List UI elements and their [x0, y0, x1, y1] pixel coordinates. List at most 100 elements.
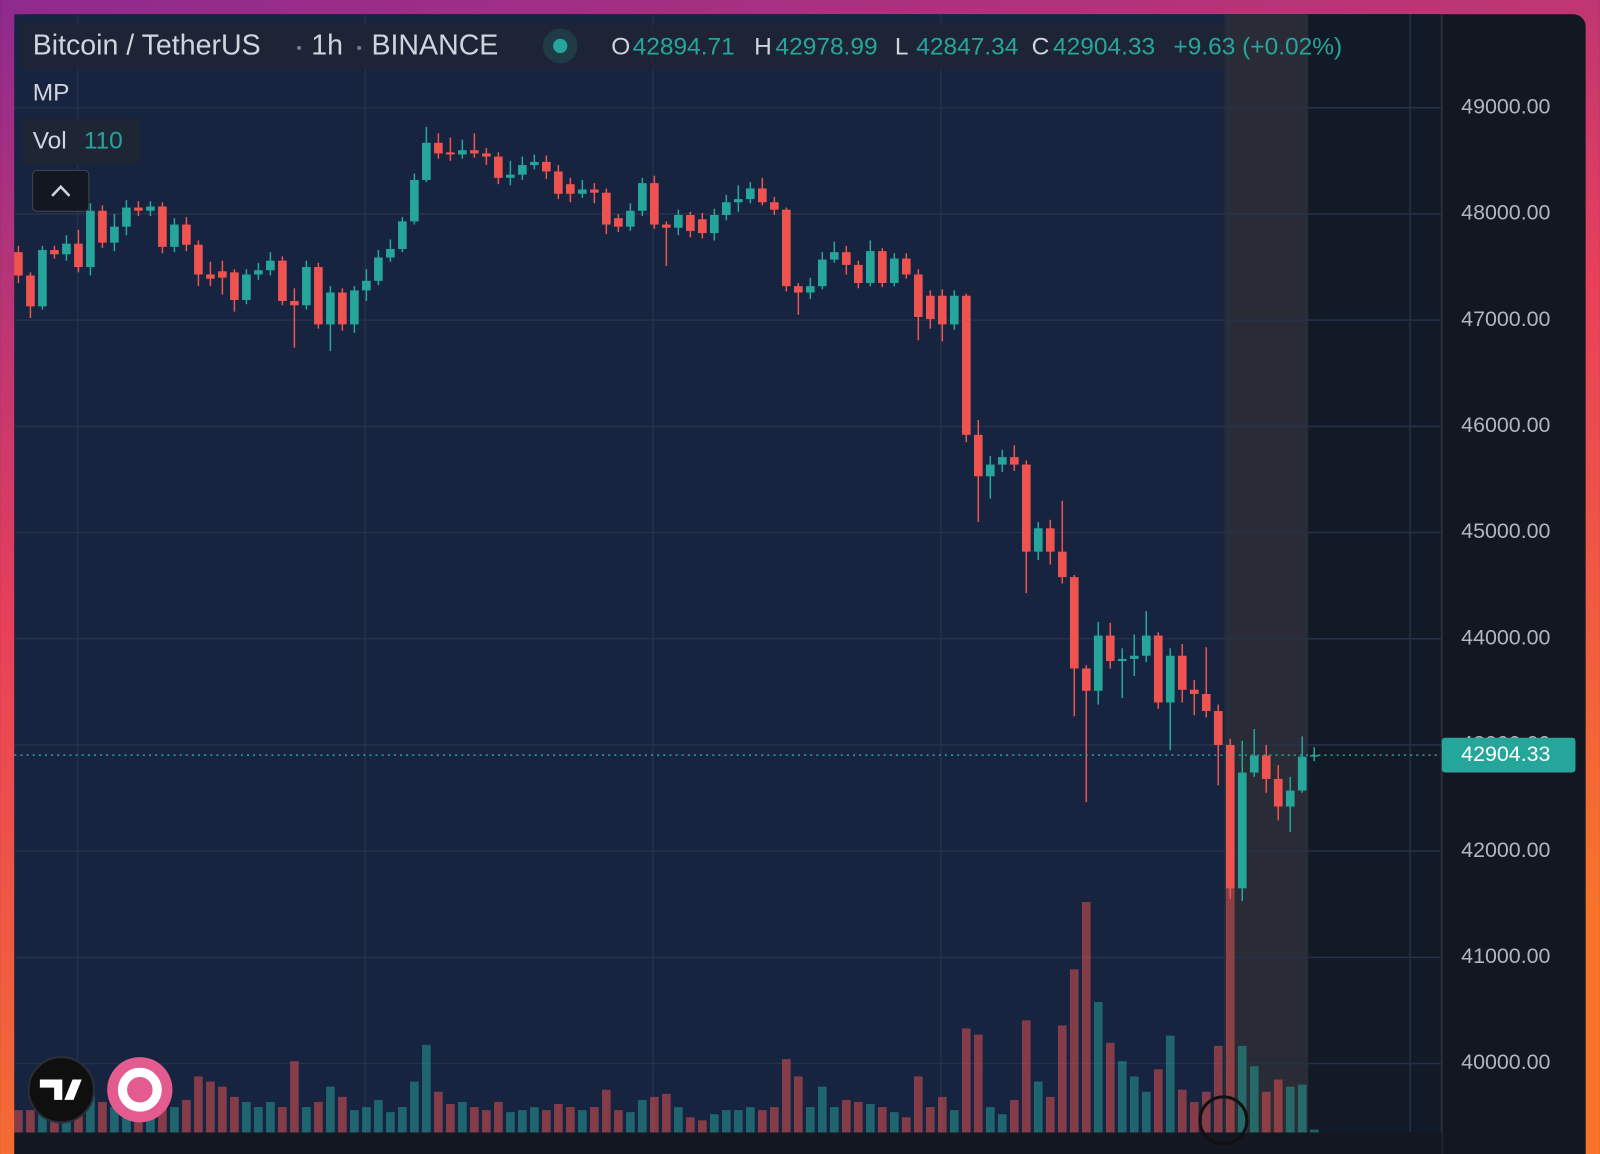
volume-value: 110: [84, 127, 123, 154]
ohlc-key: L: [895, 33, 909, 60]
chevron-up: [51, 184, 71, 197]
candle-body: [985, 464, 995, 477]
volume-bar: [254, 1107, 263, 1133]
candle-body: [1273, 778, 1283, 807]
volume-bar: [518, 1110, 527, 1133]
candle-body: [314, 267, 323, 325]
volume-bar: [877, 1107, 887, 1133]
volume-bar: [458, 1101, 467, 1133]
volume-bar: [1117, 1061, 1127, 1133]
last-price-tag: [1441, 737, 1576, 773]
candle-body: [1213, 710, 1223, 745]
volume-bar: [1021, 1020, 1031, 1133]
volume-bar: [602, 1089, 611, 1133]
volume-bar: [805, 1107, 815, 1133]
candle-body: [937, 295, 947, 325]
candle-body: [386, 248, 395, 258]
volume-bar: [242, 1101, 251, 1133]
volume-bar: [829, 1107, 839, 1133]
candle-body: [829, 252, 839, 260]
candle-body: [110, 226, 119, 243]
volume-bar: [350, 1110, 359, 1133]
candle-body: [1141, 635, 1151, 656]
volume-bar: [1045, 1096, 1055, 1133]
candle-body: [62, 243, 71, 255]
symbol-title: Bitcoin / TetherUS: [33, 29, 261, 61]
volume-bar: [386, 1112, 395, 1133]
candle-body: [913, 274, 923, 317]
y-tick-label: 44000.00: [1461, 625, 1550, 649]
ohlc-key: H: [754, 33, 772, 60]
volume-bar: [698, 1120, 707, 1133]
candle-body: [662, 224, 671, 228]
candle-body: [230, 272, 239, 300]
volume-bar: [542, 1110, 551, 1133]
candle-body: [686, 215, 695, 231]
volume-bar: [194, 1076, 203, 1133]
volume-bar: [482, 1110, 491, 1133]
candle-body: [997, 457, 1007, 465]
collapse-button[interactable]: [32, 169, 90, 212]
volume-bar: [758, 1110, 767, 1133]
volume-bar: [662, 1093, 671, 1133]
candle-body: [1297, 756, 1307, 791]
candle-body: [122, 207, 131, 227]
candle-body: [50, 250, 59, 255]
volume-bar: [206, 1081, 215, 1133]
volume-label: Vol: [33, 127, 67, 154]
candle-body: [1285, 790, 1295, 807]
candle-body: [14, 252, 23, 276]
candle-body: [590, 189, 599, 193]
candle-body: [218, 271, 227, 278]
volume-bar: [626, 1112, 635, 1133]
volume-bar: [841, 1099, 851, 1133]
candle-body: [793, 286, 803, 293]
volume-bar: [110, 1107, 119, 1133]
candle-body: [194, 244, 203, 275]
candle-body: [853, 264, 863, 283]
candle-body: [1225, 744, 1235, 889]
separator: [357, 45, 362, 50]
candle-body: [841, 252, 851, 265]
volume-bar: [1285, 1086, 1295, 1133]
exchange: BINANCE: [371, 29, 498, 61]
y-tick-label: 45000.00: [1461, 519, 1550, 543]
volume-bar: [961, 1028, 971, 1133]
candle-body: [746, 188, 755, 200]
future-area: [1308, 14, 1442, 1133]
volume-bar: [578, 1110, 587, 1133]
candle-body: [86, 210, 95, 268]
volume-bar: [1309, 1129, 1319, 1133]
candle-body: [38, 250, 47, 307]
candle-body: [877, 251, 887, 283]
candle-body: [901, 258, 911, 275]
volume-bar: [494, 1101, 503, 1133]
candle-body: [266, 260, 275, 271]
candle-body: [1129, 655, 1139, 659]
candle-body: [1057, 551, 1067, 578]
candle-body: [1153, 635, 1163, 703]
volume-bar: [158, 1096, 167, 1133]
volume-bar: [973, 1034, 983, 1133]
last-price-label: 42904.33: [1461, 742, 1550, 766]
candle-body: [518, 165, 527, 175]
candle-body: [338, 292, 347, 325]
volume-bar: [1273, 1079, 1283, 1133]
volume-bar: [374, 1099, 383, 1133]
market-status-dot: [553, 38, 568, 54]
y-tick-label: 40000.00: [1461, 1050, 1550, 1074]
candle-body: [290, 301, 299, 306]
volume-bar: [590, 1107, 599, 1133]
app-logo[interactable]: [107, 1057, 173, 1123]
candle-body: [638, 183, 647, 211]
volume-bar: [782, 1059, 791, 1133]
candle-body: [542, 161, 551, 172]
volume-bar: [1213, 1045, 1223, 1133]
candle-body: [206, 274, 215, 279]
candle-body: [1165, 655, 1175, 703]
candle-body: [374, 257, 383, 281]
candle-body: [362, 280, 371, 291]
volume-bar: [853, 1101, 863, 1133]
volume-bar: [266, 1101, 275, 1133]
